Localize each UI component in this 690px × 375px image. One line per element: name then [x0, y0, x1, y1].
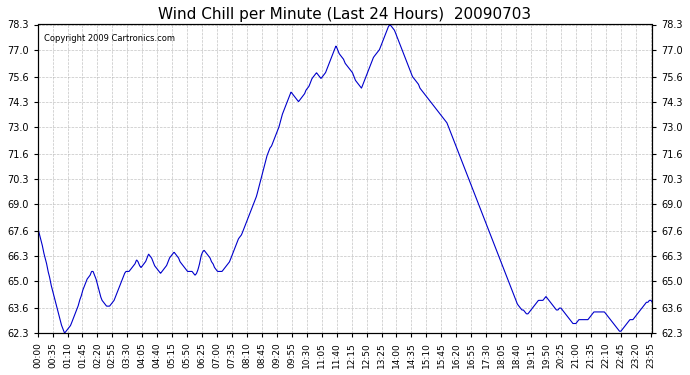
Title: Wind Chill per Minute (Last 24 Hours)  20090703: Wind Chill per Minute (Last 24 Hours) 20… — [159, 7, 531, 22]
Text: Copyright 2009 Cartronics.com: Copyright 2009 Cartronics.com — [43, 34, 175, 43]
